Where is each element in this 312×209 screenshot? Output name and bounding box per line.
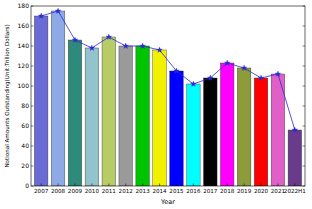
line (41, 11, 295, 130)
y-tick (31, 106, 34, 107)
marker (174, 68, 180, 73)
y-tick (303, 106, 306, 107)
y-tick (31, 66, 34, 67)
y-tick (31, 146, 34, 147)
y-tick-label: 80 (21, 102, 29, 109)
x-tick-label: 2017 (203, 188, 218, 194)
y-tick (303, 6, 306, 7)
bar (136, 46, 150, 186)
bar (237, 68, 251, 186)
marker (258, 75, 264, 80)
y-tick (31, 26, 34, 27)
bar (204, 78, 218, 186)
x-tick-label: 2012 (119, 188, 133, 194)
x-tick-label: 2008 (51, 188, 66, 194)
x-tick (159, 184, 160, 187)
bar (220, 63, 234, 186)
y-tick-label: 120 (18, 62, 30, 69)
y-tick (303, 86, 306, 87)
y-tick (31, 46, 34, 47)
x-tick-label: 2022H1 (284, 188, 306, 194)
marker (106, 34, 112, 39)
y-tick-label: 20 (21, 162, 29, 169)
marker (157, 47, 163, 52)
y-tick (303, 126, 306, 127)
plot-frame (31, 6, 305, 186)
marker (123, 43, 129, 48)
marker (292, 127, 298, 132)
bar (68, 40, 82, 186)
x-tick (294, 184, 295, 187)
y-tick (303, 26, 306, 27)
bar (153, 50, 167, 186)
x-tick (244, 184, 245, 187)
bar (85, 48, 99, 186)
y-tick-label: 140 (18, 42, 30, 49)
x-tick (58, 184, 59, 187)
y-tick (303, 66, 306, 67)
y-tick-label: 40 (21, 142, 29, 149)
x-tick (74, 184, 75, 187)
x-tick-label: 2009 (68, 188, 83, 194)
x-tick-label: 2007 (34, 188, 49, 194)
y-tick (31, 6, 34, 7)
marker (275, 71, 281, 76)
y-tick (31, 186, 34, 187)
y-tick-label: 0 (25, 182, 29, 189)
y-tick-label: 60 (21, 122, 29, 129)
bar (254, 78, 268, 186)
bar (170, 71, 184, 186)
x-tick (125, 184, 126, 187)
x-tick-label: 2013 (136, 188, 151, 194)
plot-area (31, 6, 305, 186)
x-tick-label: 2014 (152, 188, 167, 194)
x-tick-label: 2018 (220, 188, 235, 194)
x-tick (142, 184, 143, 187)
bar (34, 16, 48, 186)
x-tick (176, 184, 177, 187)
marker (72, 37, 78, 42)
marker (207, 75, 213, 80)
chart: 0 20 40 60 80 100 120 140 160 180 2007200820092010… (0, 0, 312, 209)
bar (288, 130, 302, 186)
x-tick (108, 184, 109, 187)
marker (241, 65, 247, 70)
bar (119, 46, 133, 186)
x-axis-title: Year (160, 198, 175, 206)
bar (187, 84, 201, 186)
x-tick-label: 2010 (85, 188, 100, 194)
y-tick (31, 126, 34, 127)
y-tick (31, 166, 34, 167)
x-tick (91, 184, 92, 187)
x-tick-label: 2011 (102, 188, 117, 194)
bar (51, 11, 65, 186)
x-tick (261, 184, 262, 187)
marker (38, 13, 44, 18)
y-tick-label: 160 (18, 22, 30, 29)
y-tick (303, 186, 306, 187)
y-tick (303, 46, 306, 47)
marker (55, 8, 61, 13)
marker (191, 81, 197, 86)
marker (224, 60, 230, 65)
y-tick-label: 100 (18, 82, 30, 89)
y-tick (303, 146, 306, 147)
y-axis-title: Notional Amounts Outstanding(Unit:Trilli… (4, 24, 11, 167)
bar (102, 37, 116, 186)
x-tick-label: 2019 (237, 188, 252, 194)
marks (34, 8, 301, 186)
x-tick (227, 184, 228, 187)
x-tick (41, 184, 42, 187)
y-tick (31, 86, 34, 87)
y-tick (303, 166, 306, 167)
x-tick-label: 2015 (169, 188, 184, 194)
x-tick (210, 184, 211, 187)
marker (89, 45, 95, 50)
x-tick (277, 184, 278, 187)
x-tick-label: 2016 (186, 188, 201, 194)
marker (140, 43, 146, 48)
x-tick-label: 2020 (254, 188, 269, 194)
x-tick (193, 184, 194, 187)
y-tick-label: 180 (18, 2, 30, 9)
